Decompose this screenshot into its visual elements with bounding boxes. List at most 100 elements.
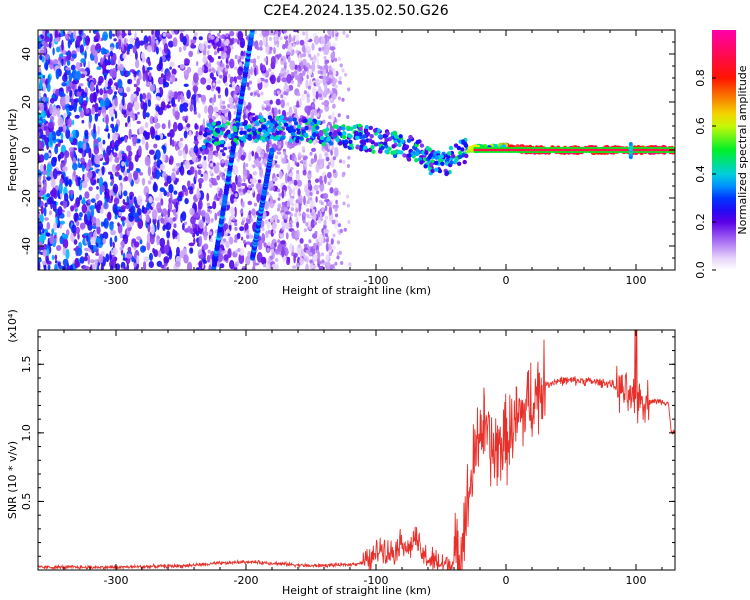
noise-cell xyxy=(226,155,230,160)
noise-cell xyxy=(243,50,246,57)
noise-cell xyxy=(209,170,213,175)
noise-cell xyxy=(269,255,273,260)
noise-cell xyxy=(138,71,142,81)
noise-cell xyxy=(346,203,350,208)
noise-cell xyxy=(157,250,162,258)
noise-cell xyxy=(263,242,267,247)
noise-cell xyxy=(279,240,286,245)
ridge-cell xyxy=(406,138,412,143)
noise-cell xyxy=(303,90,307,95)
noise-cell xyxy=(190,39,197,45)
noise-cell xyxy=(159,187,165,193)
noise-cell xyxy=(173,208,176,216)
ridge-cell xyxy=(337,131,342,136)
noise-cell xyxy=(234,226,238,231)
noise-cell xyxy=(324,60,328,65)
noise-cell xyxy=(316,249,320,254)
noise-cell xyxy=(111,178,115,185)
noise-cell xyxy=(182,102,189,109)
noise-cell xyxy=(296,263,300,268)
noise-cell xyxy=(144,156,151,167)
noise-cell xyxy=(262,36,267,46)
noise-cell xyxy=(306,49,310,54)
noise-cell xyxy=(168,40,174,48)
noise-cell xyxy=(275,30,279,35)
noise-cell xyxy=(211,77,217,81)
y-tick-label: 1.5 xyxy=(20,356,33,374)
noise-cell xyxy=(39,49,45,55)
noise-cell xyxy=(118,38,122,50)
noise-cell xyxy=(288,173,293,178)
noise-cell xyxy=(75,70,82,81)
noise-cell xyxy=(303,195,306,206)
noise-cell xyxy=(96,266,100,270)
noise-cell xyxy=(252,171,258,176)
noise-cell xyxy=(162,225,166,231)
noise-cell xyxy=(260,153,264,158)
noise-cell xyxy=(189,189,194,195)
noise-cell xyxy=(171,97,176,107)
noise-cell xyxy=(120,240,125,247)
noise-cell xyxy=(347,220,351,224)
noise-cell xyxy=(81,164,85,172)
noise-cell xyxy=(299,257,304,266)
noise-cell xyxy=(305,249,309,254)
noise-cell xyxy=(324,205,328,212)
noise-cell xyxy=(270,31,274,36)
noise-cell xyxy=(202,55,207,64)
noise-cell xyxy=(51,131,57,141)
noise-cell xyxy=(132,44,137,54)
noise-cell xyxy=(319,109,323,114)
noise-cell xyxy=(81,203,88,214)
noise-cell xyxy=(62,238,69,249)
noise-cell xyxy=(315,196,318,203)
noise-cell xyxy=(156,219,160,231)
ridge-cell xyxy=(219,131,224,136)
ridge-cell xyxy=(428,153,433,158)
noise-cell xyxy=(87,199,91,204)
y-axis-title: SNR (10 * v/v) xyxy=(6,441,19,519)
noise-cell xyxy=(214,195,217,200)
noise-cell xyxy=(219,66,223,71)
noise-cell xyxy=(282,206,286,211)
noise-cell xyxy=(102,237,106,245)
noise-cell xyxy=(292,43,296,48)
noise-cell xyxy=(42,194,48,201)
noise-cell xyxy=(134,31,137,40)
noise-cell xyxy=(97,125,100,136)
noise-cell xyxy=(303,243,308,248)
noise-cell xyxy=(283,151,287,156)
noise-cell xyxy=(168,183,174,194)
noise-cell xyxy=(288,84,294,91)
noise-cell xyxy=(179,137,184,142)
noise-cell xyxy=(61,82,67,87)
noise-cell xyxy=(250,183,254,188)
noise-cell xyxy=(67,86,72,92)
noise-cell xyxy=(60,30,64,38)
ridge-cell xyxy=(457,161,462,166)
noise-cell xyxy=(272,214,279,220)
noise-cell xyxy=(222,152,226,157)
noise-cell xyxy=(208,68,212,73)
ridge-cell xyxy=(415,140,420,145)
ridge-cell xyxy=(451,154,456,159)
noise-cell xyxy=(287,55,291,63)
noise-cell xyxy=(342,201,346,206)
noise-cell xyxy=(184,159,191,170)
noise-cell xyxy=(126,70,131,76)
ridge-cell xyxy=(240,136,245,141)
noise-cell xyxy=(66,210,71,218)
noise-cell xyxy=(133,101,140,111)
noise-cell xyxy=(99,98,104,108)
ridge-cell xyxy=(275,130,280,136)
noise-cell xyxy=(219,74,223,79)
noise-cell xyxy=(46,83,51,92)
noise-cell xyxy=(282,30,287,34)
noise-cell xyxy=(153,143,158,149)
noise-cell xyxy=(68,72,73,82)
noise-cell xyxy=(43,126,47,131)
noise-cell xyxy=(60,220,65,225)
noise-cell xyxy=(239,146,243,151)
noise-cell xyxy=(318,47,322,52)
noise-cell xyxy=(302,31,306,36)
